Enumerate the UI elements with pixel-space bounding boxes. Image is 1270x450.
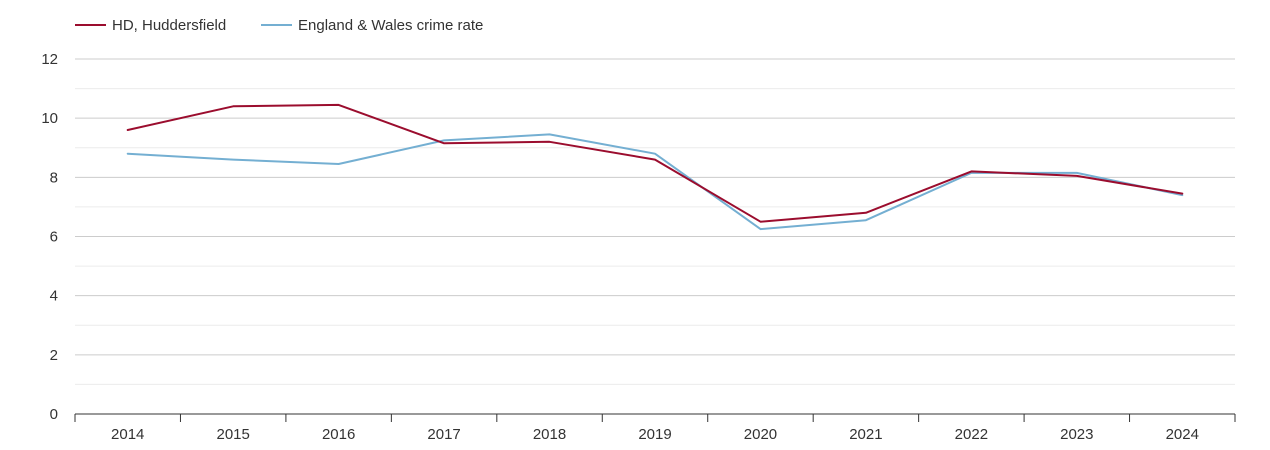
x-tick-label: 2015 (216, 426, 249, 443)
legend-label-0: HD, Huddersfield (112, 17, 226, 34)
y-tick-label: 8 (50, 169, 58, 186)
x-tick-label: 2020 (744, 426, 777, 443)
y-tick-label: 6 (50, 229, 58, 246)
x-tick-label: 2018 (533, 426, 566, 443)
legend-label-1: England & Wales crime rate (298, 17, 483, 34)
x-tick-label: 2021 (849, 426, 882, 443)
x-tick-label: 2017 (427, 426, 460, 443)
x-tick-label: 2024 (1166, 426, 1199, 443)
y-tick-label: 2 (50, 347, 58, 364)
series-line-0 (126, 103, 1184, 223)
legend: HD, Huddersfield England & Wales crime r… (75, 17, 483, 34)
x-tick-label: 2014 (111, 426, 144, 443)
x-tick-label: 2019 (638, 426, 671, 443)
axes: 0 2 4 6 8 10 12 2014 2015 2016 2017 2018 2019 2020 202… (41, 51, 1236, 443)
y-tick-label: 10 (41, 110, 58, 127)
x-tick-label: 2016 (322, 426, 355, 443)
series-line-1 (126, 133, 1184, 231)
y-tick-label: 0 (50, 406, 58, 423)
grid (75, 58, 1235, 385)
series-lines (126, 103, 1184, 231)
y-tick-label: 12 (41, 51, 58, 68)
x-tick-label: 2022 (955, 426, 988, 443)
y-tick-label: 4 (50, 288, 58, 305)
x-tick-label: 2023 (1060, 426, 1093, 443)
